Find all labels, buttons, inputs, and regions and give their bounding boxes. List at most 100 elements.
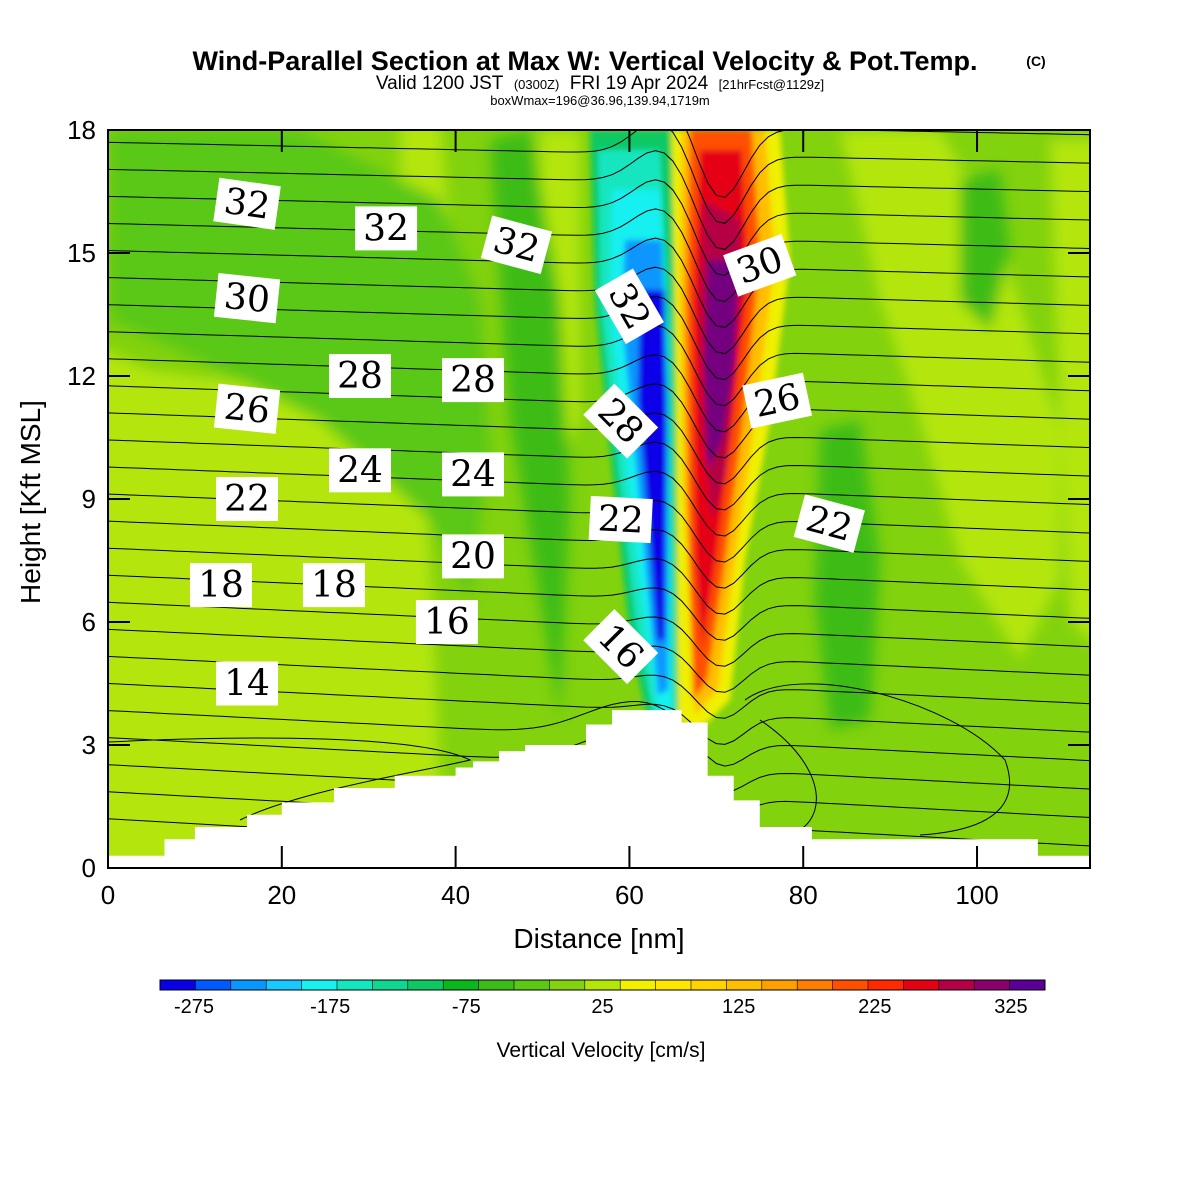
- contour-label-box: [189, 563, 252, 608]
- colorbar-swatch: [514, 980, 550, 990]
- isentrope-line: [108, 354, 1090, 433]
- y-axis-title: Height [Kft MSL]: [15, 400, 46, 604]
- weak-downdraft-band-upper-right: [960, 170, 1010, 330]
- contour-label-text: 24: [337, 450, 383, 491]
- isentrope-line: [744, 683, 1010, 836]
- x-tick-label: 60: [615, 880, 644, 910]
- colorbar-swatch: [478, 980, 515, 990]
- contour-label-text: 26: [751, 376, 804, 426]
- isentrope-line: [685, 130, 1090, 198]
- colorbar-swatch: [620, 980, 657, 990]
- contour-label: 32: [213, 177, 281, 230]
- contour-label-text: 18: [198, 565, 244, 606]
- colorbar-swatch: [372, 980, 409, 990]
- forecast-info: [21hrFcst@1129z]: [719, 77, 824, 92]
- contour-label-box: [329, 354, 392, 398]
- chart-header: Wind-Parallel Section at Max W: Vertical…: [193, 46, 1046, 108]
- colorbar-tick-label: 25: [591, 996, 613, 1018]
- x-tick-label: 20: [267, 880, 296, 910]
- contour-label: 22: [793, 494, 865, 553]
- downdraft-max: [638, 290, 667, 640]
- colorbar-swatch: [691, 980, 727, 990]
- contour-label-box: [480, 215, 553, 275]
- contour-label: 30: [213, 272, 281, 324]
- isentrope-line: [108, 601, 1090, 667]
- colorbar-title: Vertical Velocity [cm/s]: [497, 1039, 706, 1062]
- colorbar-swatch: [407, 980, 444, 990]
- contour-label-text: 20: [450, 536, 496, 577]
- contour-label-box: [213, 272, 281, 324]
- contour-label-box: [216, 477, 279, 521]
- colorbar-swatch: [230, 980, 267, 990]
- y-axis: 0 3 6 9 12 15 18: [67, 115, 1090, 883]
- colorbar-swatch: [761, 980, 798, 990]
- isentrope-line: [759, 719, 817, 831]
- isentrope-line: [108, 150, 1090, 250]
- x-tick-label: 100: [955, 880, 998, 910]
- contour-label-box: [441, 534, 504, 579]
- isentrope-line: [108, 574, 1090, 641]
- y-tick-label: 15: [67, 238, 96, 268]
- y-tick-label: 9: [82, 484, 96, 514]
- colorbar-swatch: [337, 980, 373, 990]
- weak-downdraft-band-right: [815, 420, 880, 730]
- chart-title: Wind-Parallel Section at Max W: Vertical…: [193, 46, 978, 76]
- contour-label-box: [583, 609, 659, 685]
- isentrope-line: [108, 700, 1090, 767]
- x-tick-label: 80: [789, 880, 818, 910]
- box-wmax-info: boxWmax=196@36.96,139.94,1719m: [490, 93, 710, 108]
- colorbar-swatch: [549, 980, 586, 990]
- contour-label-box: [302, 563, 365, 608]
- contour-label-box: [588, 495, 653, 544]
- y-tick-label: 6: [82, 607, 96, 637]
- x-tick-label: 40: [441, 880, 470, 910]
- valid-prefix: Valid 1200 JST: [376, 73, 504, 94]
- contour-label: 20: [441, 534, 504, 579]
- colorbar-swatch: [726, 980, 763, 990]
- colorbar-tick-label: 125: [722, 996, 755, 1018]
- contour-label-box: [723, 234, 797, 297]
- valid-utc: (0300Z): [514, 77, 560, 92]
- colorbar-tick-label: 325: [994, 996, 1027, 1018]
- contour-label-box: [329, 448, 392, 493]
- colorbar-swatch: [868, 980, 904, 990]
- contour-label: 18: [302, 563, 365, 608]
- contour-label: 16: [415, 600, 478, 644]
- valid-date: FRI 19 Apr 2024: [570, 73, 709, 94]
- contour-label-text: 28: [337, 356, 383, 397]
- updraft-max-ring: [700, 200, 740, 520]
- contour-label-box: [441, 358, 504, 403]
- isentrope-line: [108, 237, 1090, 329]
- colorbar-tick-label: 225: [858, 996, 891, 1018]
- isentrope-line: [108, 439, 1090, 511]
- weak-downdraft-band-mid: [490, 130, 570, 720]
- contour-label: 18: [189, 563, 252, 608]
- contour-label-box: [415, 600, 478, 644]
- contour-label-box: [441, 452, 504, 497]
- copyright-mark: (C): [1026, 53, 1045, 69]
- contour-label-text: 30: [222, 276, 272, 322]
- contour-label-text: 32: [363, 208, 409, 249]
- y-tick-label: 18: [67, 115, 96, 145]
- y-tick-label: 0: [82, 853, 96, 883]
- contour-label-text: 16: [424, 602, 470, 643]
- isentrope-line: [108, 466, 1090, 537]
- contour-label-box: [793, 494, 865, 553]
- contour-label-text: 22: [597, 498, 645, 541]
- contour-label-box: [583, 383, 659, 459]
- contour-label-box: [213, 383, 281, 434]
- contour-label-text: 26: [222, 387, 272, 433]
- colorbar-swatch: [301, 980, 338, 990]
- colorbar-swatch: [797, 980, 834, 990]
- contour-label-box: [742, 372, 813, 429]
- x-axis: 0 20 40 60 80 100: [101, 130, 999, 910]
- isentrope-line: [108, 324, 1090, 407]
- contour-label-text: 24: [450, 454, 496, 495]
- y-tick-label: 12: [67, 361, 96, 391]
- contour-label-text: 14: [224, 664, 270, 705]
- contour-label-text: 28: [450, 360, 496, 401]
- y-tick-label: 3: [82, 730, 96, 760]
- contour-label: 32: [480, 215, 553, 275]
